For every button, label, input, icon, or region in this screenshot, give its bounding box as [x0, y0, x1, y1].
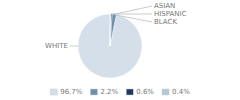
legend-item: 0.4% — [162, 88, 190, 96]
legend-swatch — [126, 89, 133, 95]
legend-label: 0.6% — [136, 88, 154, 96]
legend-item: 0.6% — [126, 88, 154, 96]
legend-label: 96.7% — [60, 88, 83, 96]
legend-item: 2.2% — [90, 88, 118, 96]
legend: 96.7% 2.2% 0.6% 0.4% — [50, 88, 190, 96]
slice-label: ASIAN — [154, 2, 175, 10]
slice-label: BLACK — [154, 18, 177, 26]
leader-line — [111, 14, 152, 15]
legend-swatch — [90, 89, 97, 95]
legend-label: 2.2% — [100, 88, 118, 96]
leader-line — [110, 14, 152, 22]
pie — [78, 14, 142, 78]
pie-slice — [110, 14, 112, 46]
legend-swatch — [50, 89, 57, 95]
slice-label: HISPANIC — [154, 10, 187, 18]
leader-line — [114, 6, 152, 14]
chart: WHITE ASIANHISPANICBLACK 96.7% 2.2% 0.6% 0.4% — [0, 0, 240, 100]
pie-slice — [110, 14, 116, 46]
legend-item: 96.7% — [50, 88, 83, 96]
legend-label: 0.4% — [172, 88, 190, 96]
leader-line — [70, 46, 78, 47]
pie-slice — [78, 14, 142, 78]
pie-slice — [110, 14, 112, 46]
legend-swatch — [162, 89, 169, 95]
annotations: WHITE ASIANHISPANICBLACK — [45, 2, 187, 50]
slice-label: WHITE — [45, 42, 68, 50]
